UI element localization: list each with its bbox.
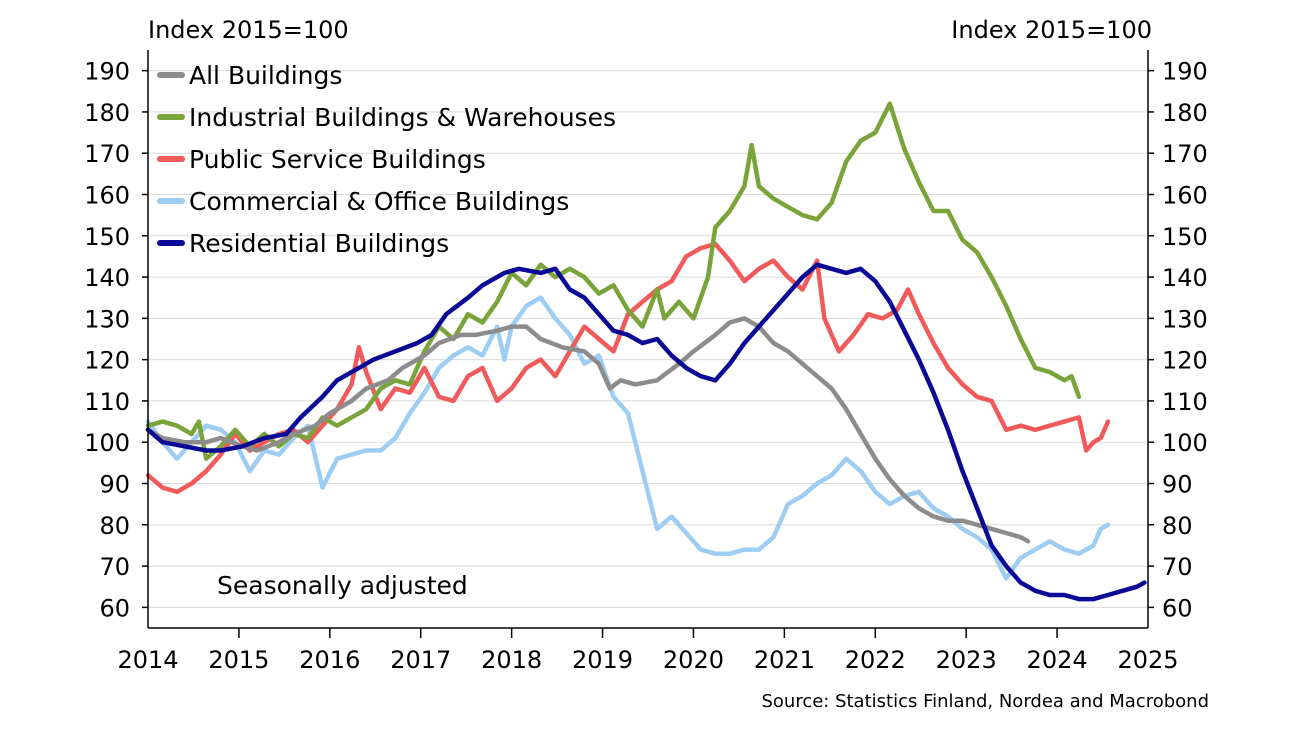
y-left-tick-160: 160 [84,182,130,210]
x-tick-2020: 2020 [663,646,724,674]
series-line-all-buildings [145,316,1031,544]
y-right-tick-70: 70 [1162,553,1193,581]
series-line-public-service-buildings [145,241,1111,495]
y-right-tick-190: 190 [1162,58,1208,86]
series-line-commercial-office-buildings [145,295,1111,581]
y-left-tick-170: 170 [84,140,130,168]
source-note: Source: Statistics Finland, Nordea and M… [761,691,1209,712]
series-line-residential-buildings [145,262,1147,602]
y-right-tick-150: 150 [1162,223,1208,251]
x-tick-2018: 2018 [481,646,542,674]
x-tick-2019: 2019 [572,646,633,674]
legend-label-4: Residential Buildings [189,229,449,258]
y-axis-left-labels: 60 70 80 90 100 110 120 130 140 150 160 170 180 190 [84,58,130,623]
x-tick-2024: 2024 [1027,646,1088,674]
gridlines [148,70,1148,608]
x-tick-2014: 2014 [117,646,178,674]
seasonally-adjusted-note: Seasonally adjusted [217,571,468,600]
y-right-tick-140: 140 [1162,264,1208,292]
y-left-tick-60: 60 [99,594,130,622]
x-tick-2015: 2015 [208,646,269,674]
x-axis-labels: 2014 2015 2016 2017 2018 2019 2020 2021 2022 2023… [117,646,1178,674]
x-tick-2017: 2017 [390,646,451,674]
y-axis-right-unit: Index 2015=100 [951,16,1152,44]
y-left-tick-120: 120 [84,347,130,375]
y-left-tick-190: 190 [84,58,130,86]
series-line-industrial-buildings-warehouses [145,101,1082,461]
y-right-tick-180: 180 [1162,99,1208,127]
y-right-tick-100: 100 [1162,429,1208,457]
legend-label-0: All Buildings [189,61,342,90]
x-tick-2025: 2025 [1117,646,1178,674]
legend-label-2: Public Service Buildings [189,145,486,174]
legend-label-1: Industrial Buildings & Warehouses [189,103,616,132]
axes [142,50,1154,638]
y-left-tick-100: 100 [84,429,130,457]
y-right-tick-60: 60 [1162,594,1193,622]
y-right-tick-160: 160 [1162,182,1208,210]
y-right-tick-170: 170 [1162,140,1208,168]
y-right-tick-90: 90 [1162,471,1193,499]
x-tick-2016: 2016 [299,646,360,674]
x-tick-2023: 2023 [936,646,997,674]
y-left-tick-180: 180 [84,99,130,127]
series-lines [145,101,1147,602]
y-left-tick-70: 70 [99,553,130,581]
y-axis-left-unit: Index 2015=100 [148,16,349,44]
y-axis-right-labels: 60 70 80 90 100 110 120 130 140 150 160 170 180 190 [1162,58,1208,623]
y-left-tick-130: 130 [84,305,130,333]
legend: All Buildings Industrial Buildings & Ware… [157,61,616,258]
y-left-tick-90: 90 [99,471,130,499]
legend-label-3: Commercial & Office Buildings [189,187,569,216]
y-left-tick-150: 150 [84,223,130,251]
y-left-tick-110: 110 [84,388,130,416]
y-left-tick-140: 140 [84,264,130,292]
x-tick-2021: 2021 [754,646,815,674]
y-right-tick-110: 110 [1162,388,1208,416]
y-right-tick-120: 120 [1162,347,1208,375]
y-left-tick-80: 80 [99,512,130,540]
y-right-tick-130: 130 [1162,305,1208,333]
x-tick-2022: 2022 [845,646,906,674]
y-right-tick-80: 80 [1162,512,1193,540]
